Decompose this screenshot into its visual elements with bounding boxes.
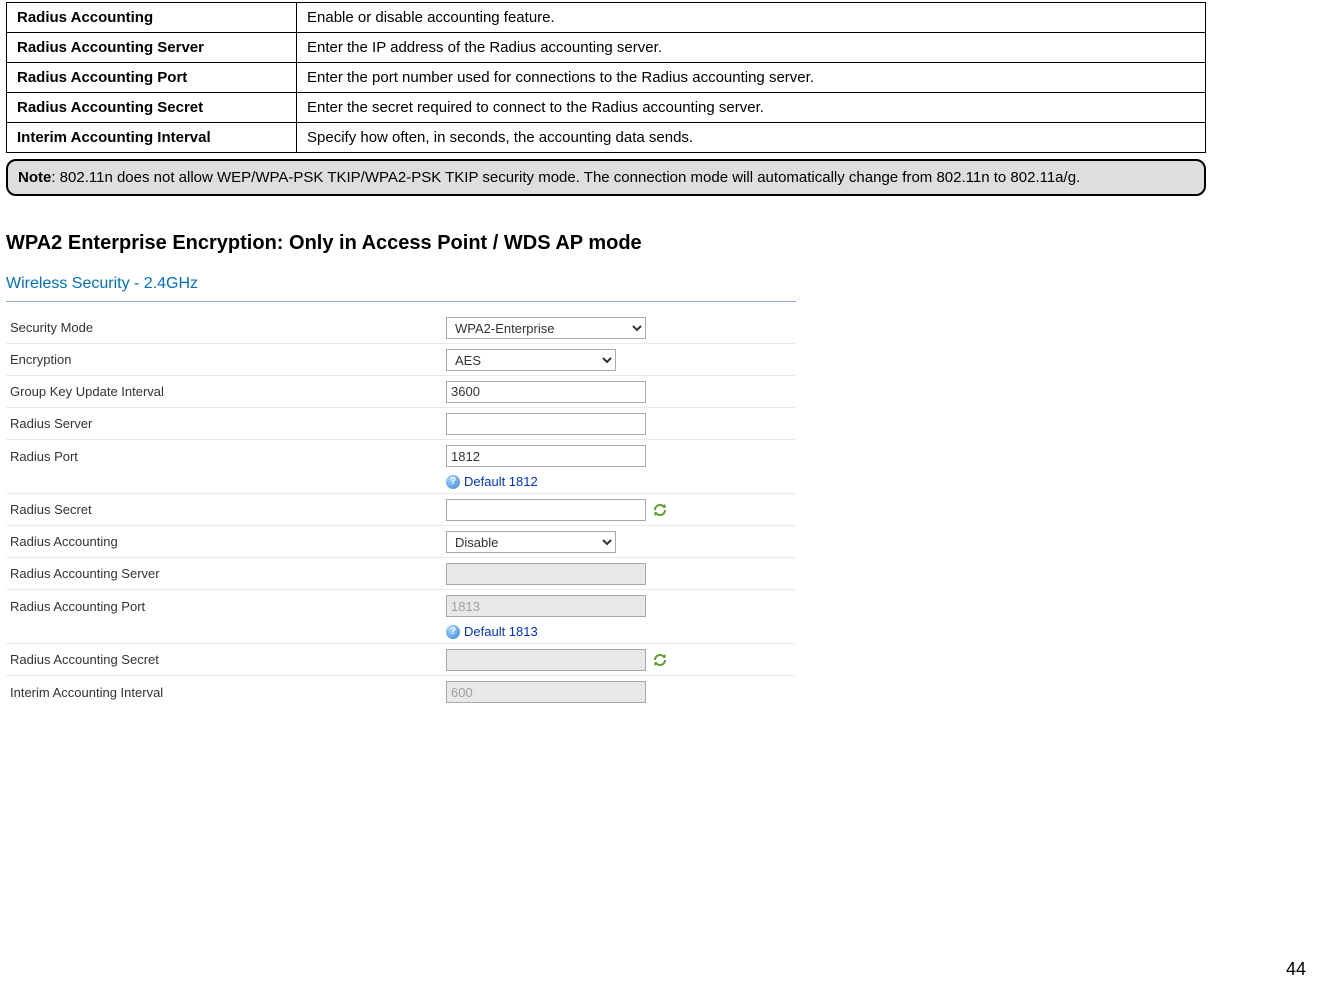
form-label: Radius Server: [6, 410, 446, 437]
form-label: Radius Accounting Secret: [6, 646, 446, 673]
encryption-select[interactable]: AES: [446, 349, 616, 371]
row-radius-accounting: Radius Accounting Disable: [6, 526, 796, 558]
row-radius-port: Radius Port: [6, 440, 796, 472]
panel-title: Wireless Security - 2.4GHz: [6, 275, 796, 302]
param-desc: Specify how often, in seconds, the accou…: [297, 123, 1206, 153]
form-label: Radius Accounting Server: [6, 560, 446, 587]
radius-accounting-select[interactable]: Disable: [446, 531, 616, 553]
param-desc: Enter the IP address of the Radius accou…: [297, 33, 1206, 63]
table-row: Radius Accounting Server Enter the IP ad…: [7, 33, 1206, 63]
note-box: Note: 802.11n does not allow WEP/WPA-PSK…: [6, 159, 1206, 196]
form-label: Security Mode: [6, 314, 446, 341]
wireless-security-panel: Wireless Security - 2.4GHz Security Mode…: [6, 275, 796, 708]
radius-acct-port-input[interactable]: [446, 595, 646, 617]
param-label: Radius Accounting Secret: [7, 93, 297, 123]
radius-server-input[interactable]: [446, 413, 646, 435]
table-row: Radius Accounting Enable or disable acco…: [7, 3, 1206, 33]
row-group-key: Group Key Update Interval: [6, 376, 796, 408]
param-label: Radius Accounting: [7, 3, 297, 33]
hint-default-1812: ? Default 1812: [6, 472, 796, 494]
form-label: Radius Port: [6, 443, 446, 470]
regenerate-icon[interactable]: [652, 652, 668, 668]
help-icon: ?: [446, 625, 460, 639]
group-key-input[interactable]: [446, 381, 646, 403]
radius-acct-server-input[interactable]: [446, 563, 646, 585]
security-mode-select[interactable]: WPA2-Enterprise: [446, 317, 646, 339]
param-label: Radius Accounting Server: [7, 33, 297, 63]
param-desc: Enter the port number used for connectio…: [297, 63, 1206, 93]
row-security-mode: Security Mode WPA2-Enterprise: [6, 312, 796, 344]
hint-text: Default 1813: [464, 624, 538, 639]
radius-acct-secret-input[interactable]: [446, 649, 646, 671]
form-label: Group Key Update Interval: [6, 378, 446, 405]
form-label: Radius Accounting Port: [6, 593, 446, 620]
form-label: Radius Secret: [6, 496, 446, 523]
table-row: Radius Accounting Secret Enter the secre…: [7, 93, 1206, 123]
param-label: Interim Accounting Interval: [7, 123, 297, 153]
parameters-table: Radius Accounting Enable or disable acco…: [6, 2, 1206, 153]
param-label: Radius Accounting Port: [7, 63, 297, 93]
param-desc: Enable or disable accounting feature.: [297, 3, 1206, 33]
param-desc: Enter the secret required to connect to …: [297, 93, 1206, 123]
row-radius-secret: Radius Secret: [6, 494, 796, 526]
help-icon: ?: [446, 475, 460, 489]
note-text: : 802.11n does not allow WEP/WPA-PSK TKI…: [51, 169, 1080, 186]
form-label: Interim Accounting Interval: [6, 679, 446, 706]
row-radius-acct-port: Radius Accounting Port: [6, 590, 796, 622]
hint-text: Default 1812: [464, 474, 538, 489]
radius-secret-input[interactable]: [446, 499, 646, 521]
hint-default-1813: ? Default 1813: [6, 622, 796, 644]
form-label: Encryption: [6, 346, 446, 373]
table-row: Interim Accounting Interval Specify how …: [7, 123, 1206, 153]
form-label: Radius Accounting: [6, 528, 446, 555]
radius-port-input[interactable]: [446, 445, 646, 467]
regenerate-icon[interactable]: [652, 502, 668, 518]
row-radius-acct-server: Radius Accounting Server: [6, 558, 796, 590]
row-encryption: Encryption AES: [6, 344, 796, 376]
page-number: 44: [1286, 959, 1306, 980]
row-radius-server: Radius Server: [6, 408, 796, 440]
table-row: Radius Accounting Port Enter the port nu…: [7, 63, 1206, 93]
interim-interval-input[interactable]: [446, 681, 646, 703]
note-label: Note: [18, 169, 51, 186]
row-radius-acct-secret: Radius Accounting Secret: [6, 644, 796, 676]
row-interim-interval: Interim Accounting Interval: [6, 676, 796, 708]
section-heading: WPA2 Enterprise Encryption: Only in Acce…: [6, 232, 1310, 255]
